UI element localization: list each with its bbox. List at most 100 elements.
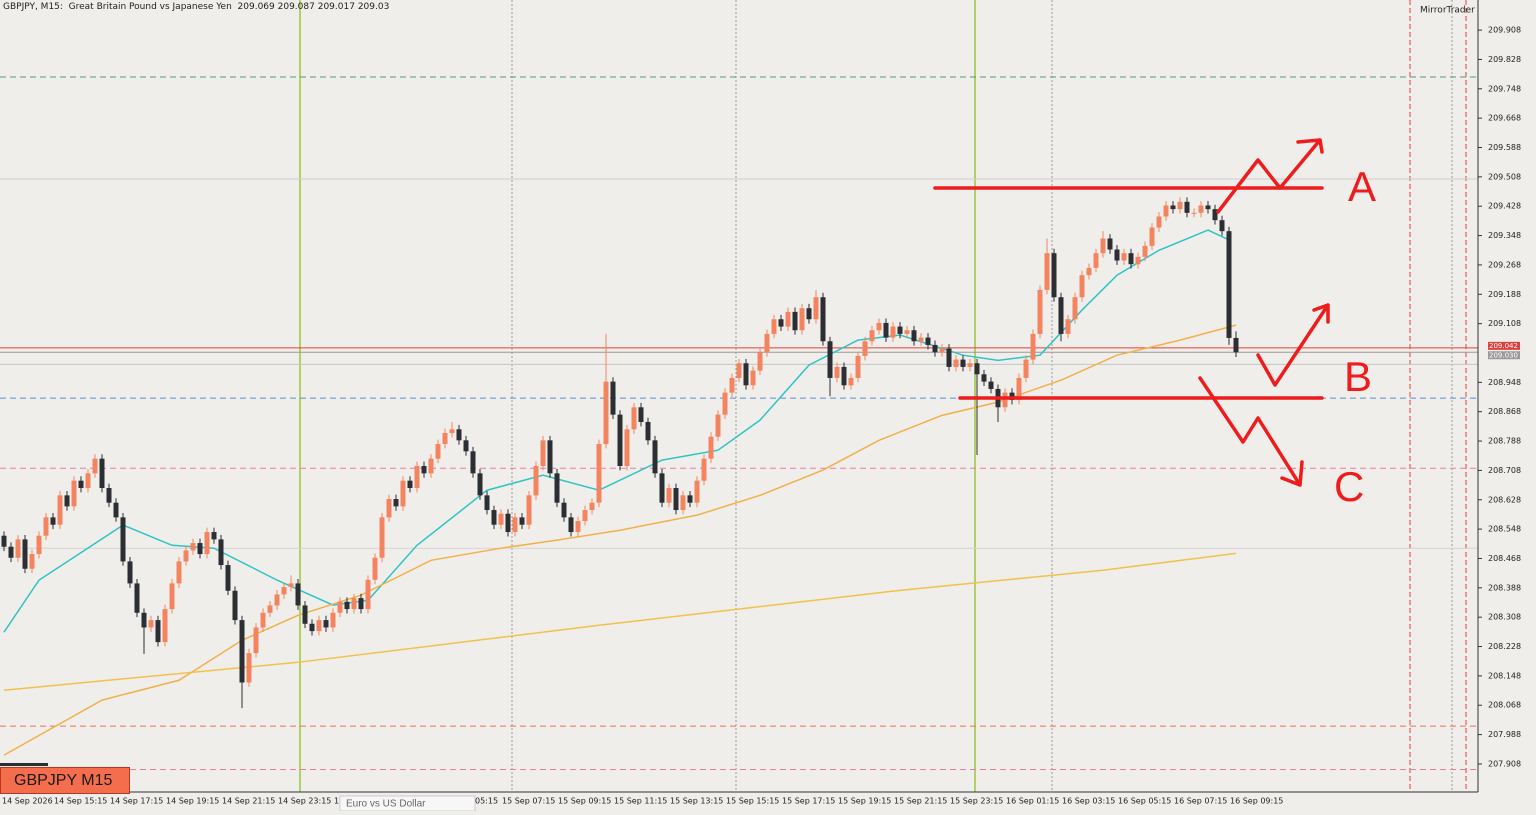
- y-tick-label: 208.388: [1488, 583, 1521, 592]
- candle-body: [309, 623, 315, 632]
- candle-body: [1079, 275, 1085, 298]
- last-high: 209.087: [278, 2, 315, 12]
- candle-body: [841, 366, 847, 386]
- candle-body: [204, 532, 210, 555]
- candle-body: [57, 495, 63, 525]
- candle-body: [197, 543, 203, 555]
- candle-body: [960, 359, 966, 367]
- candle-body: [743, 363, 749, 386]
- candle-body: [365, 579, 371, 610]
- candle-body: [295, 583, 301, 606]
- candle-body: [1226, 231, 1232, 338]
- candle-body: [148, 620, 154, 628]
- candle-body: [99, 458, 105, 489]
- y-tick-label: 209.268: [1488, 260, 1521, 269]
- candle-body: [421, 466, 427, 474]
- x-tick-label: 16 Sep 07:15: [1174, 797, 1227, 806]
- candle-body: [981, 374, 987, 382]
- candle-body: [596, 443, 602, 503]
- candle-body: [876, 322, 882, 331]
- annotation-b: B: [1344, 353, 1372, 400]
- y-tick-label: 208.068: [1488, 701, 1521, 710]
- candle-body: [8, 546, 14, 558]
- candle-body: [918, 337, 924, 342]
- x-tick-label: 14 Sep 19:15: [166, 797, 219, 806]
- candle-body: [106, 488, 112, 503]
- annotation-a: A: [1348, 163, 1376, 210]
- candle-body: [232, 590, 238, 621]
- candle-body: [855, 355, 861, 378]
- title-text: GBPJPY, M15: Great Britain Pound vs Japa…: [3, 2, 232, 12]
- candle-body: [246, 653, 252, 683]
- candle-body: [274, 594, 280, 606]
- candle-body: [890, 326, 896, 338]
- candle-body: [470, 451, 476, 474]
- price-tag: [1488, 351, 1520, 360]
- y-tick-label: 208.468: [1488, 554, 1521, 563]
- price-tag: [1488, 341, 1520, 350]
- candle-body: [1219, 220, 1225, 232]
- candle-body: [1233, 337, 1239, 353]
- candle-body: [1170, 205, 1176, 210]
- candle-body: [1, 535, 7, 547]
- candle-body: [610, 381, 616, 415]
- candle-body: [463, 440, 469, 452]
- last-low: 209.017: [318, 2, 355, 12]
- candle-body: [414, 466, 420, 489]
- candle-body: [218, 539, 224, 566]
- candle-body: [701, 458, 707, 481]
- y-tick-label: 207.988: [1488, 730, 1521, 739]
- candle-body: [659, 473, 665, 503]
- candle-body: [449, 429, 455, 433]
- candle-body: [652, 440, 658, 474]
- chart-tab-label[interactable]: Euro vs US Dollar: [346, 799, 426, 810]
- candle-body: [36, 535, 42, 555]
- candle-body: [806, 308, 812, 320]
- candle-body: [1023, 359, 1029, 378]
- candle-body: [1093, 253, 1099, 268]
- x-tick-label: 16 Sep 09:15: [1230, 797, 1283, 806]
- candle-body: [624, 429, 630, 467]
- candle-body: [904, 330, 910, 334]
- candle-body: [799, 308, 805, 331]
- candle-body: [533, 466, 539, 496]
- x-tick-label: 15 Sep 17:15: [782, 797, 835, 806]
- candle-body: [862, 341, 868, 356]
- candle-body: [603, 381, 609, 444]
- candle-body: [988, 381, 994, 389]
- candle-body: [1142, 245, 1148, 257]
- candle-body: [932, 344, 938, 353]
- candle-body: [435, 443, 441, 459]
- candle-body: [512, 517, 518, 533]
- price-tag-label: 209.030: [1489, 351, 1518, 359]
- candle-body: [1100, 238, 1106, 254]
- candle-body: [379, 517, 385, 558]
- candle-body: [554, 473, 560, 503]
- symbol-box-label: GBPJPY M15: [14, 772, 113, 789]
- candle-body: [687, 495, 693, 503]
- x-tick-label: 16 Sep 05:15: [1118, 797, 1171, 806]
- price-axis: 209.908 209.828 209.748 209.668 209.588 209.5…: [1478, 26, 1521, 768]
- candle-body: [155, 620, 161, 643]
- candle-body: [561, 502, 567, 518]
- y-tick-label: 209.668: [1488, 114, 1521, 123]
- candle-body: [1107, 238, 1113, 250]
- plot-area: [0, 0, 1478, 792]
- candle-body: [302, 605, 308, 624]
- candle-body: [1135, 256, 1141, 265]
- candle-body: [442, 432, 448, 444]
- candle-body: [344, 601, 350, 610]
- candle-body: [834, 366, 840, 378]
- candle-body: [323, 620, 329, 628]
- candle-body: [29, 554, 35, 569]
- candle-body: [113, 502, 119, 518]
- x-tick-label: 14 Sep 17:15: [110, 797, 163, 806]
- last-close: 209.03: [358, 2, 390, 12]
- annotation-c: C: [1334, 463, 1364, 510]
- candle-body: [1065, 319, 1071, 334]
- candle-body: [393, 499, 399, 507]
- candle-body: [729, 377, 735, 393]
- candle-body: [792, 311, 798, 331]
